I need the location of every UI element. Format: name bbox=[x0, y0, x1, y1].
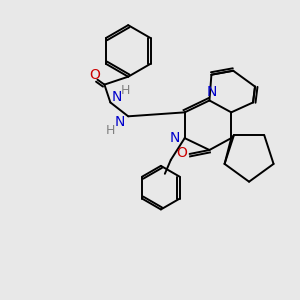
Text: H: H bbox=[121, 84, 130, 97]
Text: N: N bbox=[169, 131, 180, 145]
Text: H: H bbox=[106, 124, 115, 137]
Text: N: N bbox=[206, 85, 217, 98]
Text: N: N bbox=[115, 115, 125, 129]
Text: O: O bbox=[89, 68, 100, 82]
Text: O: O bbox=[176, 146, 187, 160]
Text: N: N bbox=[111, 91, 122, 104]
